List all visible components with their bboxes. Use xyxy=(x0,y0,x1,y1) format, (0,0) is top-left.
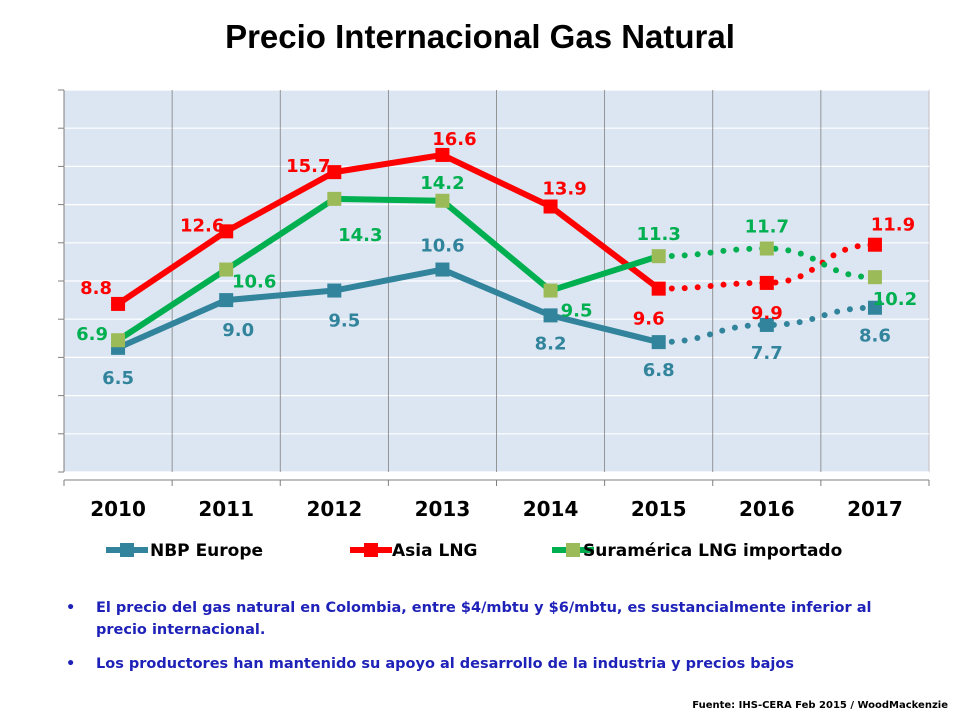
data-label: 12.6 xyxy=(180,215,224,236)
series-marker xyxy=(219,262,234,277)
data-label: 9.9 xyxy=(751,303,783,324)
bullet-item: • El precio del gas natural en Colombia, … xyxy=(66,597,896,641)
bullet-list: • El precio del gas natural en Colombia, … xyxy=(66,597,896,687)
series-marker xyxy=(651,335,666,350)
series-line-solid xyxy=(116,195,660,343)
legend-marker xyxy=(120,543,134,557)
series-marker xyxy=(651,249,666,264)
data-label: 8.2 xyxy=(535,333,567,354)
series-marker xyxy=(651,281,666,296)
bullet-dot: • xyxy=(66,600,76,616)
bullet-text: El precio del gas natural en Colombia, e… xyxy=(96,600,872,638)
data-label: 15.7 xyxy=(286,156,330,177)
data-label: 9.6 xyxy=(633,309,665,330)
data-label: 13.9 xyxy=(542,179,586,200)
x-tick-label: 2011 xyxy=(198,497,254,521)
series-layer xyxy=(111,147,882,355)
series-marker xyxy=(867,300,882,315)
data-label: 6.5 xyxy=(102,368,134,389)
series-line-solid xyxy=(116,266,660,351)
data-label: 6.9 xyxy=(76,324,108,345)
data-label: 16.6 xyxy=(432,129,476,150)
legend-label: Asia LNG xyxy=(392,541,478,561)
series-marker xyxy=(435,262,450,277)
series-marker xyxy=(435,147,450,162)
legend-label: Suramérica LNG importado xyxy=(583,541,842,561)
series-marker xyxy=(759,275,774,290)
series-marker xyxy=(111,296,126,311)
data-labels: 6.5 9.0 9.5 10.6 8.2 6.8 7.7 8.6 8.8 12.6 15.7 16.6… xyxy=(76,129,917,389)
series-marker xyxy=(867,270,882,285)
series-marker xyxy=(111,333,126,348)
legend-marker xyxy=(566,543,580,557)
data-label: 9.5 xyxy=(561,301,593,322)
data-label: 9.0 xyxy=(222,320,254,341)
source-note: Fuente: IHS-CERA Feb 2015 / WoodMackenzi… xyxy=(692,700,948,711)
data-label: 10.6 xyxy=(232,272,276,293)
x-tick-label: 2014 xyxy=(523,497,579,521)
series-marker xyxy=(219,293,234,308)
x-tick-label: 2010 xyxy=(90,497,146,521)
x-tick-label: 2016 xyxy=(739,497,795,521)
x-tick-label: 2017 xyxy=(847,497,903,521)
series-line-projected xyxy=(655,245,878,281)
bullet-text: Los productores han mantenido su apoyo a… xyxy=(96,656,794,672)
series-marker xyxy=(327,165,342,180)
data-label: 8.8 xyxy=(80,278,112,299)
series-line-projected xyxy=(655,241,878,292)
series-marker xyxy=(543,199,558,214)
chart-title: Precio Internacional Gas Natural xyxy=(225,18,735,55)
bullet-dot: • xyxy=(66,656,76,672)
legend-marker xyxy=(364,543,378,557)
series-line-solid xyxy=(116,151,661,307)
series-marker xyxy=(435,193,450,208)
legend-label: NBP Europe xyxy=(150,541,263,561)
data-label: 6.8 xyxy=(643,360,675,381)
series-marker xyxy=(327,191,342,206)
x-tick-label: 2013 xyxy=(415,497,471,521)
bullet-item: • Los productores han mantenido su apoyo … xyxy=(66,653,896,675)
data-label: 8.6 xyxy=(859,326,891,347)
series-marker xyxy=(327,283,342,298)
data-label: 14.2 xyxy=(420,173,464,194)
data-label: 14.3 xyxy=(338,225,382,246)
data-label: 7.7 xyxy=(751,343,783,364)
data-label: 9.5 xyxy=(328,311,360,332)
x-tick-label: 2015 xyxy=(631,497,687,521)
series-marker xyxy=(219,224,234,239)
x-tick-label: 2012 xyxy=(306,497,362,521)
data-label: 10.6 xyxy=(420,236,464,257)
data-label: 11.7 xyxy=(745,217,789,238)
data-label: 11.3 xyxy=(636,224,680,245)
series-marker xyxy=(543,283,558,298)
data-label: 11.9 xyxy=(871,215,915,236)
data-label: 10.2 xyxy=(873,289,917,310)
legend: NBP Europe Asia LNG Suramérica LNG importa… xyxy=(106,541,842,561)
x-axis-ticks: 2010 2011 2012 2013 2014 2015 2016 2017 xyxy=(90,497,903,521)
series-marker xyxy=(759,317,774,332)
series-marker xyxy=(867,237,882,252)
series-marker xyxy=(543,308,558,323)
series-line-projected xyxy=(655,304,878,346)
series-marker xyxy=(759,241,774,256)
